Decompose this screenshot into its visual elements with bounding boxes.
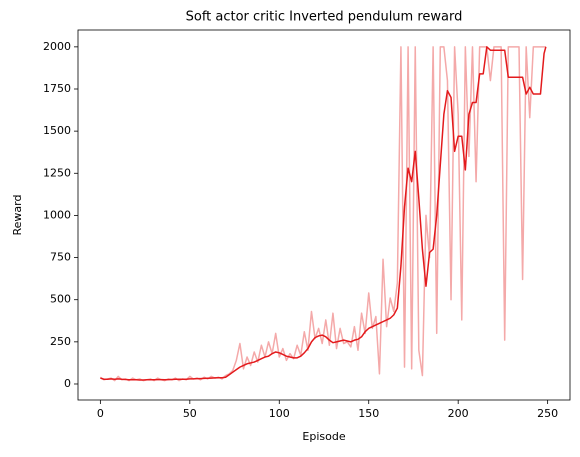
y-tick-label: 1000 [43,208,71,221]
chart-title: Soft actor critic Inverted pendulum rewa… [186,10,463,25]
x-tick-label: 150 [358,407,379,420]
series-line [99,46,546,382]
y-tick-label: 1500 [43,124,71,137]
y-tick-label: 1750 [43,82,71,95]
y-axis-label: Reward [11,195,24,236]
y-tick-label: 750 [50,251,71,264]
x-axis-label: Episode [302,430,345,443]
y-tick-label: 500 [50,293,71,306]
x-tick-label: 250 [537,407,558,420]
x-tick-label: 50 [183,407,197,420]
x-tick-label: 0 [97,407,104,420]
x-tick-label: 100 [269,407,290,420]
x-tick-label: 200 [448,407,469,420]
y-tick-label: 250 [50,335,71,348]
y-tick-label: 0 [64,377,71,390]
plot-area [99,46,547,382]
axes-frame [77,29,571,401]
y-tick-label: 2000 [43,40,71,53]
series-line [100,46,547,381]
y-tick-label: 1250 [43,166,71,179]
